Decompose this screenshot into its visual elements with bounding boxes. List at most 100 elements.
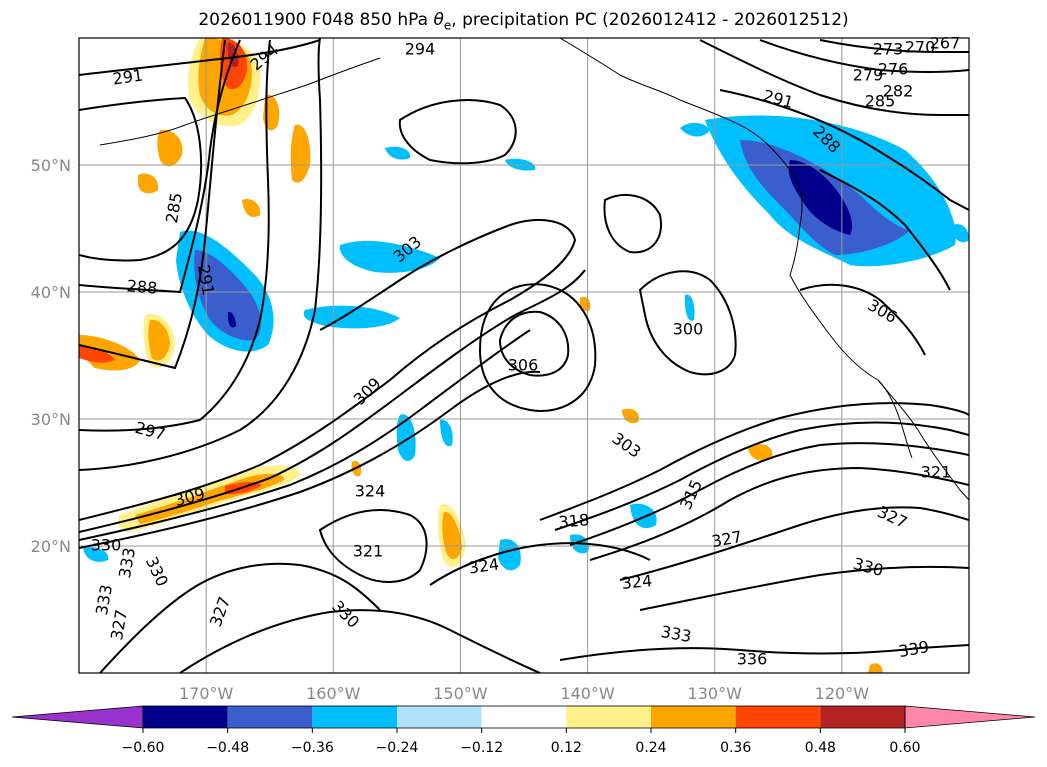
- colorbar-bin: [312, 706, 397, 728]
- precip-region: [385, 146, 411, 160]
- colorbar-tick-label: 0.24: [635, 740, 666, 756]
- contour-line: [478, 283, 597, 412]
- precip-region: [630, 503, 657, 529]
- contour-label: 306: [508, 356, 539, 375]
- x-tick-label: 140°W: [560, 684, 615, 703]
- contour-label: 294: [405, 40, 436, 59]
- theta-e-contours: [79, 38, 969, 673]
- contour-label: 321: [921, 463, 952, 482]
- colorbar: −0.60 −0.48 −0.36 −0.24 −0.12 0.12 0.24 0.36 0.4…: [11, 705, 1036, 756]
- precip-region: [138, 173, 159, 194]
- contour-label: 324: [621, 571, 653, 593]
- precip-region: [242, 199, 261, 218]
- contour-label: 282: [883, 82, 914, 101]
- x-tick-label: 130°W: [688, 684, 743, 703]
- y-tick-label: 40°N: [31, 283, 71, 302]
- x-tick-label: 170°W: [179, 684, 234, 703]
- contour-line: [819, 39, 969, 53]
- colorbar-extend-low: [11, 705, 144, 729]
- colorbar-bin: [481, 706, 567, 728]
- contour-line: [79, 269, 586, 533]
- contour-line: [398, 99, 517, 165]
- contour-line: [79, 329, 531, 541]
- contour-label: 276: [878, 60, 909, 79]
- x-tick-label: 160°W: [306, 684, 361, 703]
- contour-label: 279: [853, 66, 884, 85]
- colorbar-tick-label: −0.36: [291, 740, 334, 756]
- contour-line: [79, 39, 241, 294]
- contour-line: [429, 542, 651, 586]
- precip-region: [440, 419, 453, 447]
- contour-line: [819, 169, 951, 291]
- contour-line: [589, 466, 969, 561]
- contour-line: [79, 219, 577, 521]
- precip-region: [748, 444, 773, 461]
- y-tick-label: 20°N: [31, 537, 71, 556]
- precip-region: [79, 345, 115, 363]
- colorbar-bin: [227, 706, 313, 728]
- colorbar-bin: [397, 706, 482, 728]
- precip-region: [227, 311, 236, 328]
- contour-line: [318, 509, 428, 583]
- colorbar-bin: [651, 706, 736, 728]
- colorbar-tick-label: 0.48: [805, 740, 836, 756]
- x-tick-label: 120°W: [815, 684, 870, 703]
- contour-line: [639, 565, 969, 611]
- precip-region: [622, 408, 639, 424]
- y-axis-ticks: 20°N 30°N 40°N 50°N: [31, 156, 71, 556]
- coastline-baja: [877, 379, 913, 459]
- contour-line: [79, 39, 321, 76]
- precip-region: [194, 250, 261, 341]
- y-tick-label: 50°N: [31, 156, 71, 175]
- colorbar-bin: [566, 706, 651, 728]
- contour-label: 288: [126, 276, 158, 298]
- contour-label: 318: [558, 510, 590, 532]
- contour-line: [79, 38, 323, 471]
- colorbar-frame: [142, 705, 906, 729]
- colorbar-bin: [820, 706, 905, 728]
- map-frame: [78, 37, 970, 674]
- y-tick-label: 30°N: [31, 410, 71, 429]
- colorbar-tick-label: −0.48: [206, 740, 249, 756]
- contour-label: 300: [673, 320, 704, 339]
- precip-region: [396, 414, 416, 462]
- precip-region: [442, 511, 462, 560]
- precip-region: [83, 547, 109, 562]
- colorbar-tick-label: 0.60: [889, 740, 920, 756]
- precip-region: [157, 129, 183, 167]
- contour-label: 273: [873, 40, 904, 59]
- contour-line: [179, 609, 541, 673]
- precip-region: [303, 305, 400, 329]
- coastlines: [99, 38, 969, 501]
- coastline-alaska: [559, 38, 969, 501]
- contour-line: [498, 310, 570, 377]
- contour-label: 336: [737, 650, 768, 669]
- contour-line: [554, 421, 969, 531]
- colorbar-bin: [735, 706, 821, 728]
- colorbar-tick-label: −0.60: [122, 740, 165, 756]
- contour-line: [79, 39, 226, 370]
- colorbar-tick-label: −0.12: [460, 740, 503, 756]
- precip-region: [788, 160, 852, 235]
- colorbar-extend-high: [904, 705, 1036, 729]
- contour-line: [603, 194, 662, 254]
- precip-region: [868, 663, 883, 673]
- coastline-aleutians: [99, 57, 381, 146]
- contour-label: 324: [355, 482, 386, 501]
- contour-line: [799, 283, 926, 356]
- contour-line: [569, 442, 969, 546]
- chart-title: 2026011900 F048 850 hPa θe, precipitatio…: [198, 10, 849, 33]
- precip-region: [498, 539, 521, 571]
- contour-line: [759, 39, 969, 73]
- contour-label: 267: [930, 34, 961, 53]
- contour-line: [539, 402, 969, 521]
- contour-line: [79, 39, 271, 432]
- x-tick-label: 150°W: [433, 684, 488, 703]
- precip-region: [148, 319, 170, 361]
- contour-line: [699, 39, 969, 116]
- contour-label: 330: [91, 536, 122, 555]
- contour-line: [99, 562, 381, 673]
- contour-line: [559, 644, 969, 661]
- contour-line: [79, 96, 203, 262]
